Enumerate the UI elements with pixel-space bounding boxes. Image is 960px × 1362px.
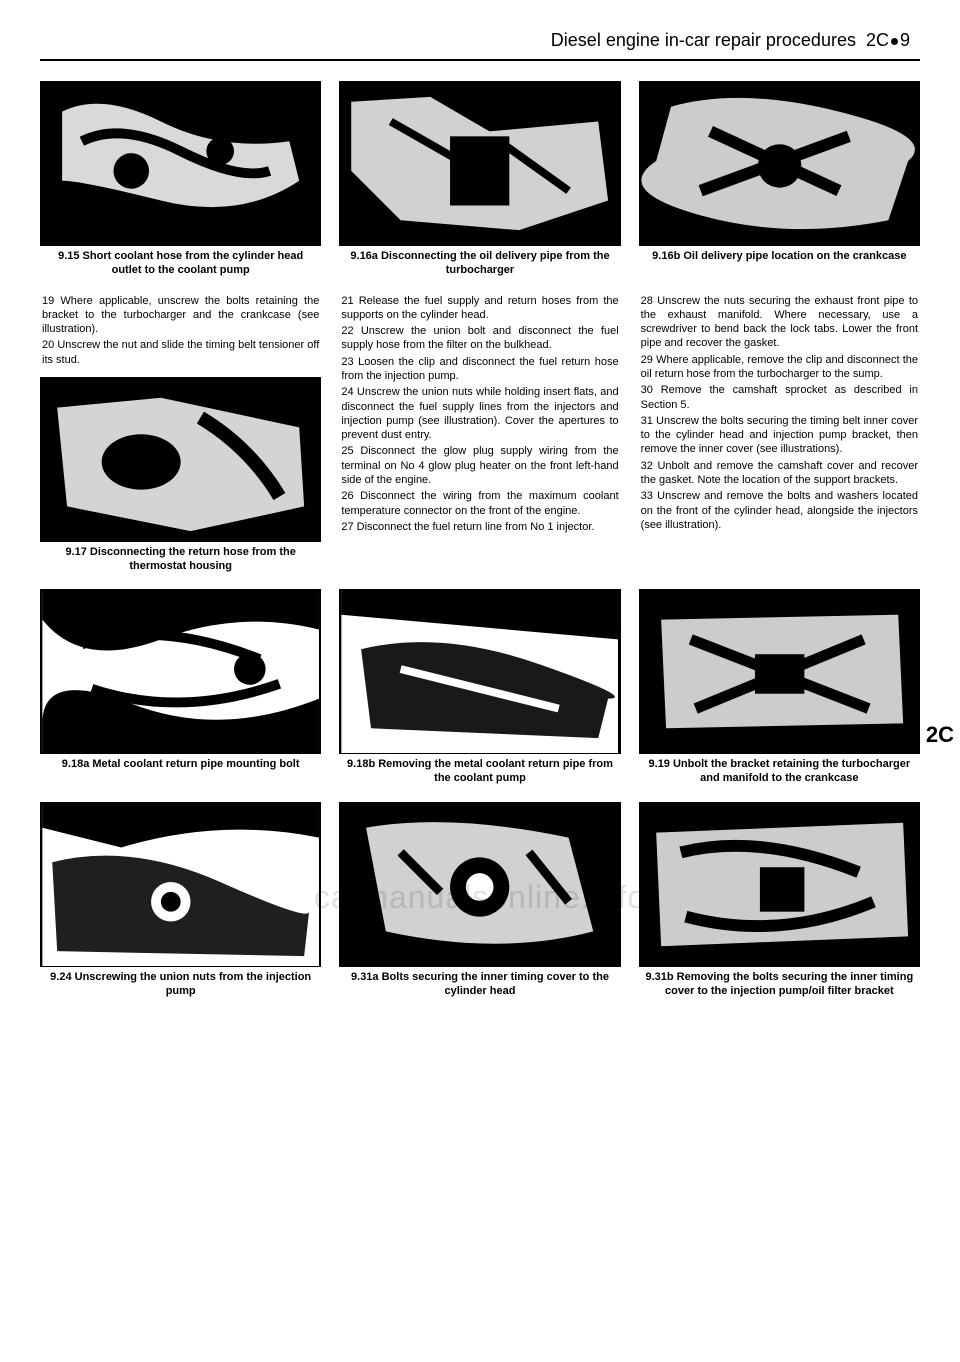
figure-caption: 9.16b Oil delivery pipe location on the … (639, 246, 920, 272)
figure-image (339, 589, 620, 754)
body-text-col1: 19 Where applicable, unscrew the bolts r… (40, 294, 321, 582)
header-section: 2C (866, 30, 889, 50)
figure-image (40, 377, 321, 542)
para: 23 Loosen the clip and disconnect the fu… (341, 355, 618, 384)
figure-image (639, 589, 920, 754)
para: 24 Unscrew the union nuts while holding … (341, 385, 618, 442)
figure-image (40, 802, 321, 967)
figure-9-31a: 9.31a Bolts securing the inner timing co… (339, 802, 620, 1007)
para: 32 Unbolt and remove the camshaft cover … (641, 459, 918, 488)
figure-9-17: 9.17 Disconnecting the return hose from … (40, 377, 321, 582)
figure-9-18a: 9.18a Metal coolant return pipe mounting… (40, 589, 321, 794)
figure-caption: 9.31b Removing the bolts securing the in… (639, 967, 920, 1007)
figure-caption: 9.16a Disconnecting the oil delivery pip… (339, 246, 620, 286)
para: 30 Remove the camshaft sprocket as descr… (641, 383, 918, 412)
figure-9-24: 9.24 Unscrewing the union nuts from the … (40, 802, 321, 1007)
figure-caption: 9.31a Bolts securing the inner timing co… (339, 967, 620, 1007)
figure-image (339, 81, 620, 246)
para: 20 Unscrew the nut and slide the timing … (42, 338, 319, 367)
para: 31 Unscrew the bolts securing the timing… (641, 414, 918, 457)
figure-caption: 9.17 Disconnecting the return hose from … (40, 542, 321, 582)
header-page-num: 9 (900, 30, 910, 50)
figure-caption: 9.18a Metal coolant return pipe mounting… (40, 754, 321, 780)
figure-caption: 9.15 Short coolant hose from the cylinde… (40, 246, 321, 286)
section-tab: 2C (920, 720, 960, 750)
para: 28 Unscrew the nuts securing the exhaust… (641, 294, 918, 351)
content-grid: 9.15 Short coolant hose from the cylinde… (40, 81, 920, 1006)
figure-caption: 9.19 Unbolt the bracket retaining the tu… (639, 754, 920, 794)
figure-caption: 9.18b Removing the metal coolant return … (339, 754, 620, 794)
figure-image (639, 802, 920, 967)
body-text-col3: 28 Unscrew the nuts securing the exhaust… (639, 294, 920, 582)
page-header: Diesel engine in-car repair procedures 2… (40, 30, 920, 51)
para: 19 Where applicable, unscrew the bolts r… (42, 294, 319, 337)
figure-9-16a: 9.16a Disconnecting the oil delivery pip… (339, 81, 620, 286)
para: 25 Disconnect the glow plug supply wirin… (341, 444, 618, 487)
para: 29 Where applicable, remove the clip and… (641, 353, 918, 382)
para: 27 Disconnect the fuel return line from … (341, 520, 618, 534)
figure-image (40, 81, 321, 246)
para: 33 Unscrew and remove the bolts and wash… (641, 489, 918, 532)
figure-image (639, 81, 920, 246)
figure-9-16b: 9.16b Oil delivery pipe location on the … (639, 81, 920, 286)
para: 21 Release the fuel supply and return ho… (341, 294, 618, 323)
bullet-separator (891, 38, 898, 45)
para: 22 Unscrew the union bolt and disconnect… (341, 324, 618, 353)
para: 26 Disconnect the wiring from the maximu… (341, 489, 618, 518)
figure-9-18b: 9.18b Removing the metal coolant return … (339, 589, 620, 794)
figure-image (40, 589, 321, 754)
figure-9-31b: 9.31b Removing the bolts securing the in… (639, 802, 920, 1007)
figure-9-15: 9.15 Short coolant hose from the cylinde… (40, 81, 321, 286)
figure-caption: 9.24 Unscrewing the union nuts from the … (40, 967, 321, 1007)
figure-image (339, 802, 620, 967)
header-title: Diesel engine in-car repair procedures (551, 30, 856, 50)
body-text-col2: 21 Release the fuel supply and return ho… (339, 294, 620, 582)
header-rule (40, 59, 920, 61)
figure-9-19: 9.19 Unbolt the bracket retaining the tu… (639, 589, 920, 794)
